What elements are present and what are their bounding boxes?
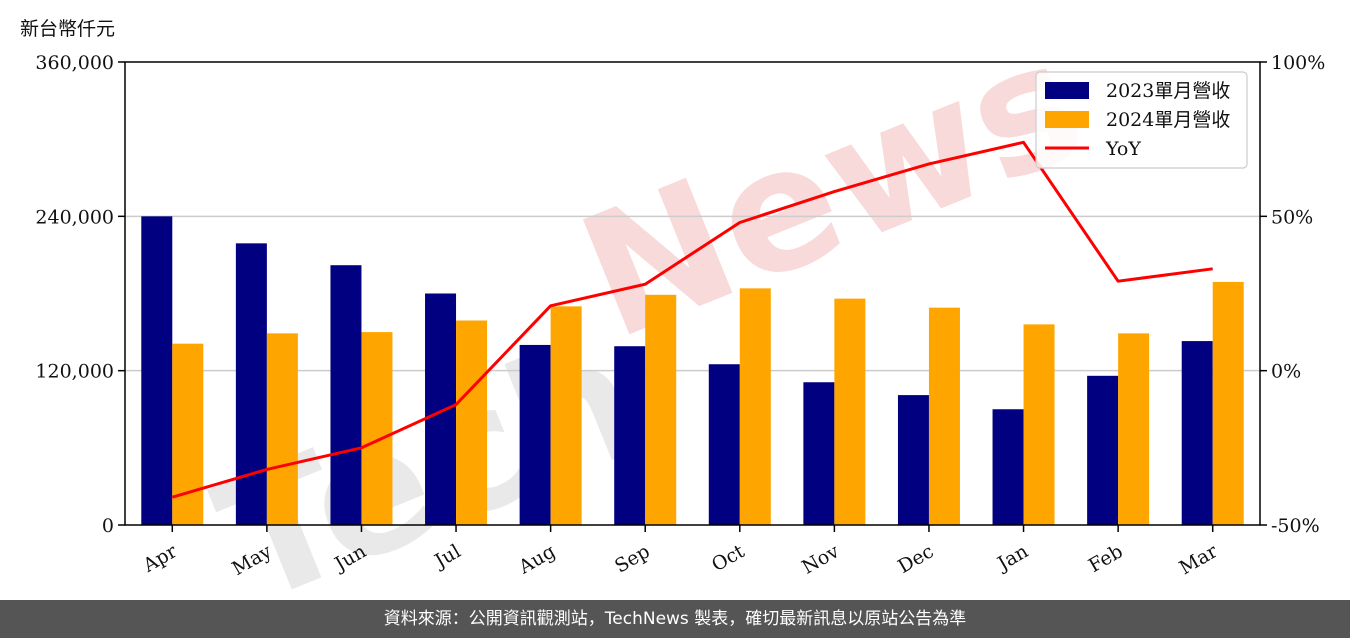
y-left-tick-label-3: 360,000 bbox=[35, 52, 114, 74]
gridlines bbox=[125, 215, 1260, 372]
y-right-tick-label-2: 50% bbox=[1271, 206, 1313, 228]
watermark-news: News bbox=[556, 1, 1108, 378]
x-tick-label-dec: Dec bbox=[894, 540, 937, 578]
bar-2023-jan bbox=[992, 409, 1024, 525]
y-left-tick-label-2: 240,000 bbox=[35, 206, 114, 228]
x-tick-label-jan: Jan bbox=[992, 540, 1032, 576]
legend: 2023單月營收 2024單月營收 YoY bbox=[1035, 71, 1248, 169]
bar-2024-jan bbox=[1023, 324, 1055, 525]
bar-2023-may bbox=[235, 243, 267, 525]
bar-2023-oct bbox=[708, 364, 740, 525]
bar-2023-nov bbox=[803, 382, 835, 525]
x-tick-label-aug: Aug bbox=[514, 540, 559, 579]
source-footer: 資料來源：公開資訊觀測站，TechNews 製表，確切最新訊息以原站公告為準 bbox=[0, 600, 1350, 638]
y-left-tick-label-0: 0 bbox=[102, 515, 114, 537]
bar-2024-feb bbox=[1118, 333, 1150, 525]
bar-2024-nov bbox=[834, 298, 866, 525]
y-left-tick-label-1: 120,000 bbox=[35, 361, 114, 383]
bar-2024-oct bbox=[739, 288, 771, 525]
x-tick-label-feb: Feb bbox=[1085, 540, 1127, 577]
bar-2024-aug bbox=[550, 306, 582, 525]
y-axis-unit-label: 新台幣仟元 bbox=[20, 18, 116, 40]
bar-2024-sep bbox=[645, 294, 677, 525]
legend-swatch-1 bbox=[1045, 111, 1089, 128]
bar-2023-dec bbox=[897, 395, 929, 525]
bar-2023-feb bbox=[1087, 375, 1119, 525]
legend-swatch-0 bbox=[1045, 82, 1089, 99]
bar-2023-jul bbox=[425, 293, 457, 525]
bar-2024-dec bbox=[928, 307, 960, 525]
legend-label-2: YoY bbox=[1105, 138, 1141, 160]
y-right-tick-label-1: 0% bbox=[1271, 361, 1301, 383]
x-tick-label-oct: Oct bbox=[708, 540, 749, 576]
legend-label-0: 2023單月營收 bbox=[1106, 80, 1230, 102]
y-right-tick-label-3: 100% bbox=[1271, 52, 1325, 74]
x-tick-label-mar: Mar bbox=[1176, 540, 1222, 579]
bar-2024-may bbox=[266, 333, 298, 525]
bar-2024-jun bbox=[361, 332, 393, 525]
bar-2023-sep bbox=[614, 346, 646, 525]
x-tick-label-nov: Nov bbox=[798, 540, 843, 579]
bar-2023-mar bbox=[1181, 341, 1213, 525]
bar-2024-apr bbox=[172, 343, 204, 525]
bar-2023-apr bbox=[141, 216, 173, 526]
x-tick-label-apr: Apr bbox=[139, 540, 182, 577]
bar-2023-jun bbox=[330, 265, 362, 525]
revenue-chart: Tech News 0120,000240,000360,000-50%0%50… bbox=[35, 1, 1325, 600]
bar-2023-aug bbox=[519, 344, 551, 525]
bar-2024-mar bbox=[1212, 281, 1244, 525]
x-tick-label-sep: Sep bbox=[611, 540, 654, 577]
plot-frame bbox=[124, 61, 1261, 526]
bar-2024-jul bbox=[456, 320, 488, 525]
y-right-tick-label-0: -50% bbox=[1271, 515, 1320, 537]
legend-label-1: 2024單月營收 bbox=[1106, 109, 1230, 131]
